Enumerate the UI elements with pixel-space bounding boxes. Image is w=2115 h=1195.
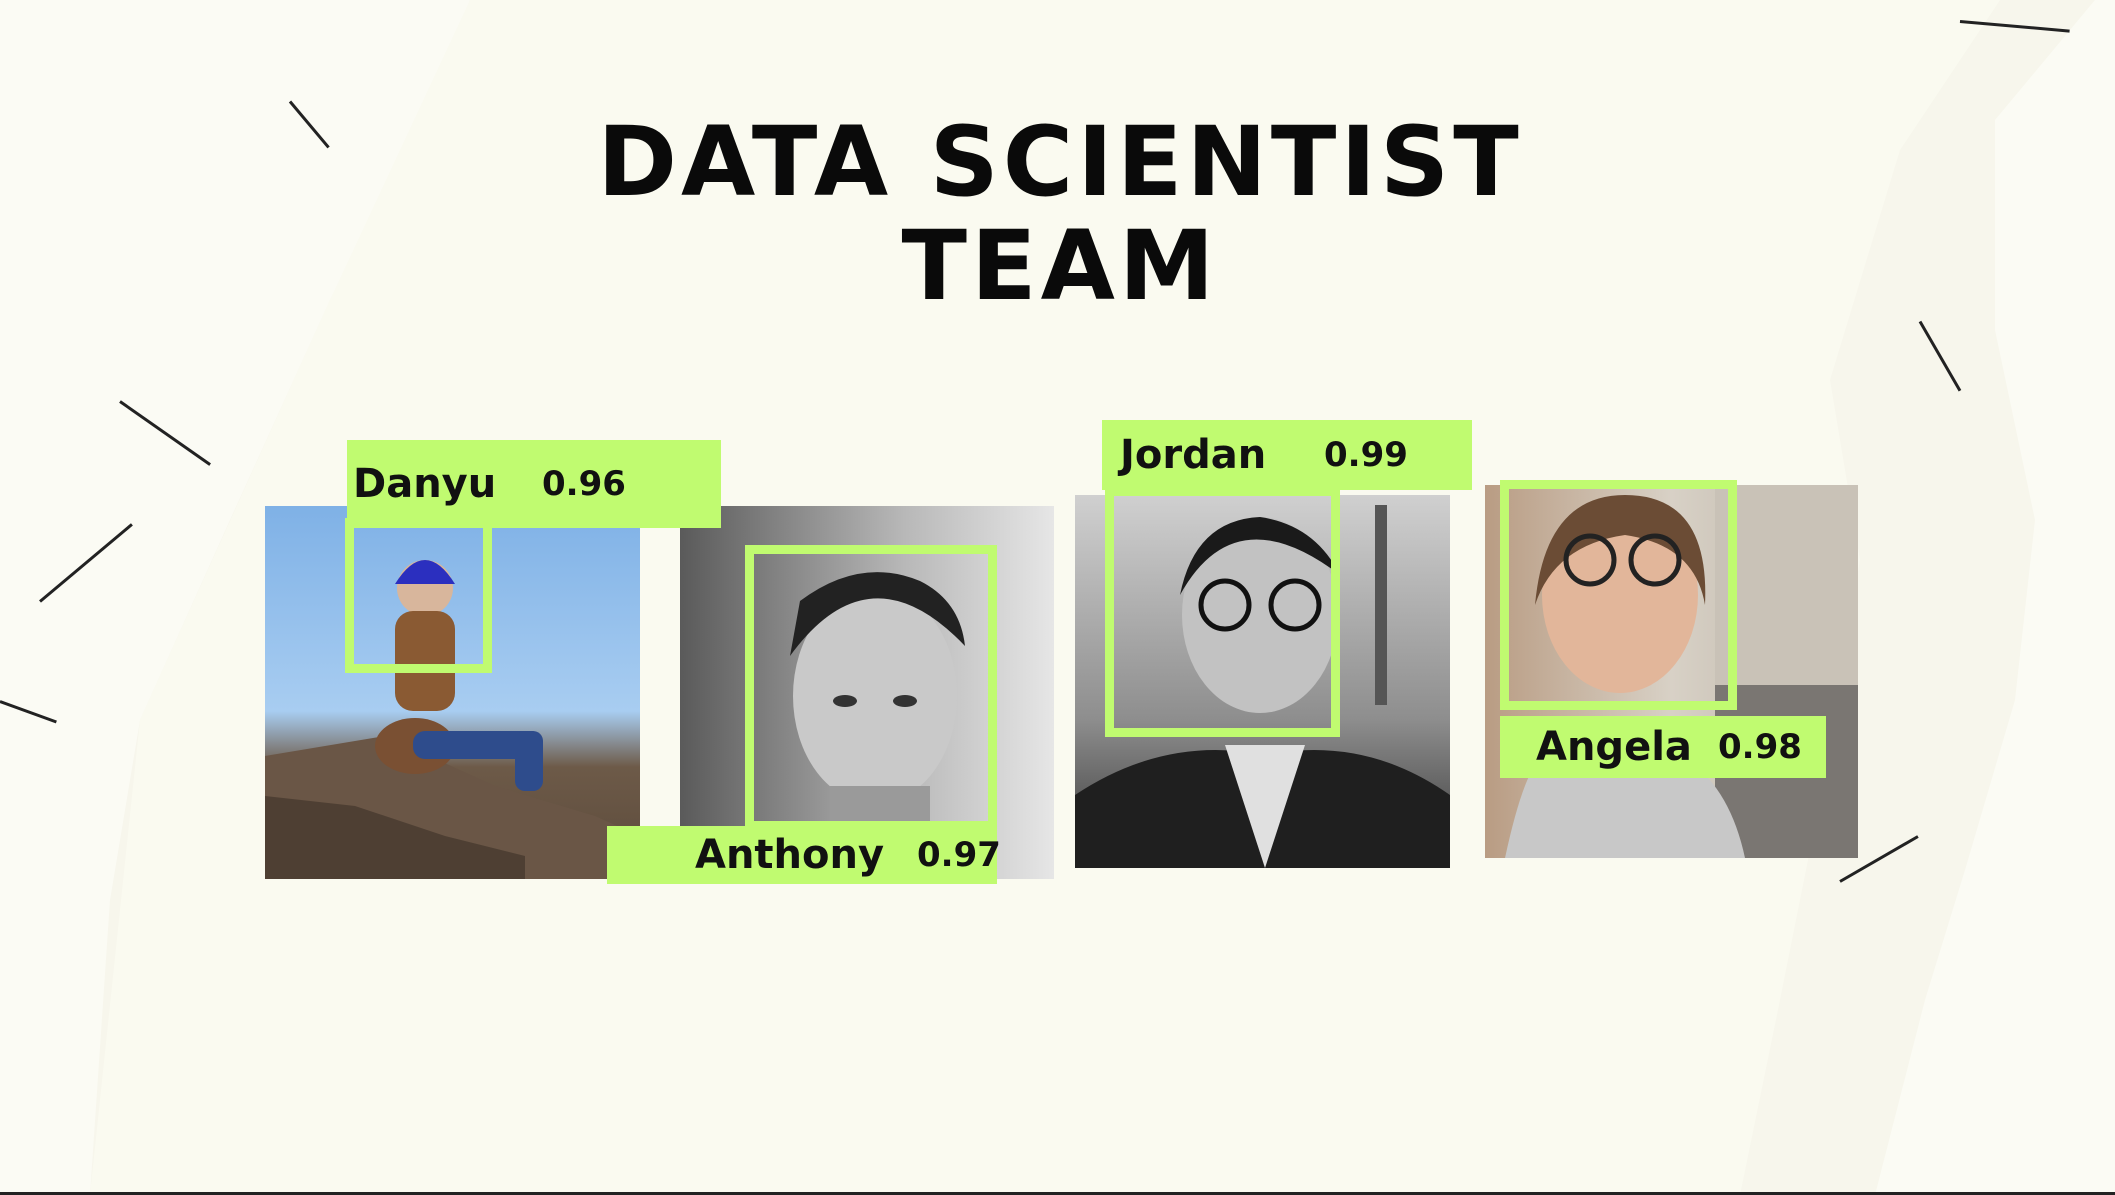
confidence-score: 0.96 [542,464,626,504]
team-photo-jordan [1075,495,1450,868]
title-line-1: DATA SCIENTIST [597,106,1523,218]
label-angela: Angela 0.98 [1500,716,1826,778]
confidence-score: 0.99 [1324,435,1408,475]
member-name: Jordan [1120,432,1267,478]
slide-title: DATA SCIENTIST TEAM [300,110,1820,318]
confidence-score: 0.97 [917,835,1001,875]
face-box-danyu [345,518,492,673]
label-danyu: Danyu 0.96 [347,440,721,528]
label-anthony: Anthony 0.97 [607,826,1001,884]
member-name: Danyu [353,461,497,507]
confidence-score: 0.98 [1718,727,1802,767]
member-name: Angela [1536,724,1692,770]
title-line-2: TEAM [901,210,1219,322]
member-name: Anthony [695,832,885,878]
crack-decoration [1918,320,1962,392]
bottom-edge-line [0,1192,2115,1195]
label-jordan: Jordan 0.99 [1102,420,1472,490]
person-illustration [1075,505,1450,868]
face-box-anthony [745,545,997,830]
team-photo-danyu [265,506,640,879]
face-box-jordan [1105,487,1340,737]
face-box-angela [1500,480,1737,710]
person-illustration [265,560,640,879]
